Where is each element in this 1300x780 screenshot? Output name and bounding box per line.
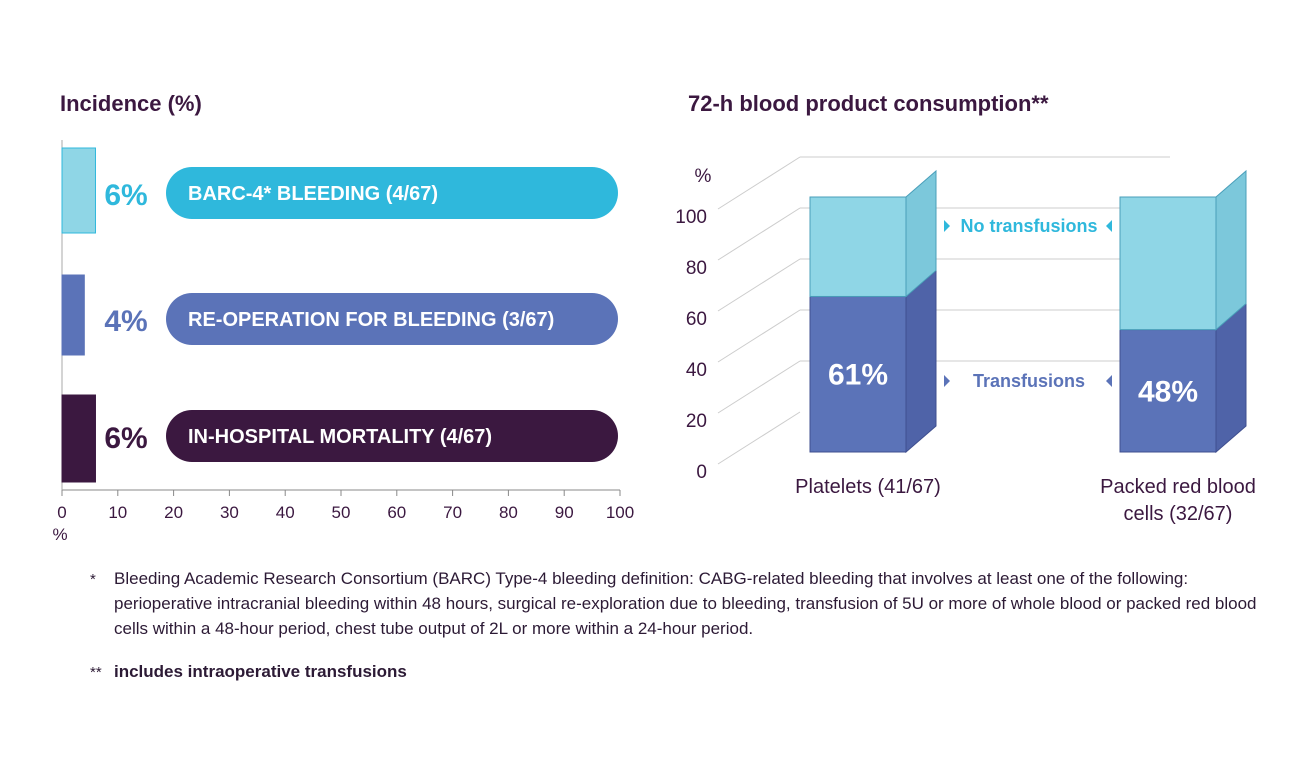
blood-product-category-label: cells (32/67) — [1124, 503, 1233, 525]
blood-product-y-tick-label: 40 — [686, 360, 707, 381]
incidence-x-tick-label: 30 — [220, 503, 239, 522]
footnote-barc: * Bleeding Academic Research Consortium … — [90, 566, 1270, 641]
footnote-star-mark: * — [90, 571, 96, 588]
incidence-bar — [61, 394, 96, 483]
incidence-category-label: RE-OPERATION FOR BLEEDING (3/67) — [188, 309, 554, 331]
blood-product-y-tick-label: 100 — [675, 207, 707, 228]
incidence-category-pill — [166, 293, 618, 345]
blood-product-bar-no-transfusions-side — [1215, 169, 1247, 331]
incidence-x-tick-label: 0 — [57, 503, 66, 522]
incidence-x-tick-label: 10 — [108, 503, 127, 522]
footnote-barc-text: Bleeding Academic Research Consortium (B… — [114, 569, 1257, 638]
blood-product-value-label: 48% — [1138, 376, 1198, 409]
blood-product-bar-transfusions-side — [905, 269, 937, 454]
blood-product-bar-no-transfusions — [809, 196, 907, 297]
incidence-value-label: 4% — [104, 305, 147, 338]
blood-product-grid-diagonal — [717, 411, 801, 465]
incidence-x-tick-label: 40 — [276, 503, 295, 522]
incidence-value-label: 6% — [104, 422, 147, 455]
blood-product-bar-transfusions — [1119, 329, 1217, 453]
incidence-x-tick-label: 60 — [387, 503, 406, 522]
blood-product-bar-no-transfusions-side — [905, 169, 937, 298]
incidence-x-tick-label: 50 — [332, 503, 351, 522]
blood-product-series-label: No transfusions — [960, 216, 1097, 236]
incidence-category-label: BARC-4* BLEEDING (4/67) — [188, 183, 438, 205]
footnote-intraoperative: ** includes intraoperative transfusions — [90, 659, 1270, 685]
charts-area: Incidence (%) 0 10 20 30 40 50 60 70 80 90 100% 6%… — [52, 91, 1256, 544]
blood-product-y-tick-label: 80 — [686, 258, 707, 279]
incidence-bar — [61, 274, 85, 356]
blood-product-chart-title: 72-h blood product consumption** — [688, 91, 1049, 116]
incidence-x-tick-label: 90 — [555, 503, 574, 522]
incidence-chart: Incidence (%) 0 10 20 30 40 50 60 70 80 90 100% 6%… — [52, 91, 634, 544]
incidence-x-tick-label: 70 — [443, 503, 462, 522]
incidence-chart-title: Incidence (%) — [60, 91, 202, 116]
incidence-category-label: IN-HOSPITAL MORTALITY (4/67) — [188, 426, 492, 448]
blood-product-y-tick-label: 20 — [686, 411, 707, 432]
blood-product-grid: 0 20 40 60 80 100 — [675, 156, 1170, 483]
blood-product-grid-diagonal — [717, 309, 801, 363]
incidence-x-axis: 0 10 20 30 40 50 60 70 80 90 100% — [52, 140, 634, 544]
blood-product-y-axis-label: % — [695, 166, 712, 187]
incidence-x-tick-label: 100 — [606, 503, 634, 522]
blood-product-y-tick-label: 0 — [696, 462, 707, 483]
blood-product-bar-no-transfusions — [1119, 196, 1217, 331]
arrow-right-icon — [1106, 375, 1112, 387]
footnotes: * Bleeding Academic Research Consortium … — [90, 566, 1270, 685]
incidence-x-tick-label: 20 — [164, 503, 183, 522]
blood-product-category-label: Packed red blood — [1100, 476, 1256, 498]
footnote-intraoperative-text: includes intraoperative transfusions — [114, 662, 407, 681]
arrow-left-icon — [944, 220, 950, 232]
blood-product-grid-diagonal — [717, 207, 801, 261]
blood-product-annotations: No transfusions Transfusions — [944, 216, 1112, 391]
incidence-bars: 6% BARC-4* BLEEDING (4/67) 4% RE-OPERATION … — [61, 147, 618, 483]
blood-product-bars: 61% Platelets (41/67) 48% Packed red blood c… — [795, 169, 1256, 525]
arrow-left-icon — [944, 375, 950, 387]
incidence-value-label: 6% — [104, 179, 147, 212]
blood-product-grid-diagonal — [717, 360, 801, 414]
footnote-double-star-mark: ** — [90, 664, 102, 681]
incidence-x-tick-label: 80 — [499, 503, 518, 522]
blood-product-chart: 72-h blood product consumption** % 0 20 40… — [675, 91, 1256, 525]
blood-product-grid-diagonal — [717, 258, 801, 312]
incidence-bar — [61, 147, 96, 234]
blood-product-series-label: Transfusions — [973, 371, 1085, 391]
incidence-category-pill — [166, 167, 618, 219]
blood-product-y-tick-label: 60 — [686, 309, 707, 330]
incidence-category-pill — [166, 410, 618, 462]
arrow-right-icon — [1106, 220, 1112, 232]
blood-product-category-label: Platelets (41/67) — [795, 476, 941, 498]
blood-product-grid-diagonal — [717, 156, 801, 210]
blood-product-value-label: 61% — [828, 358, 888, 391]
incidence-x-axis-label: % — [52, 525, 67, 544]
